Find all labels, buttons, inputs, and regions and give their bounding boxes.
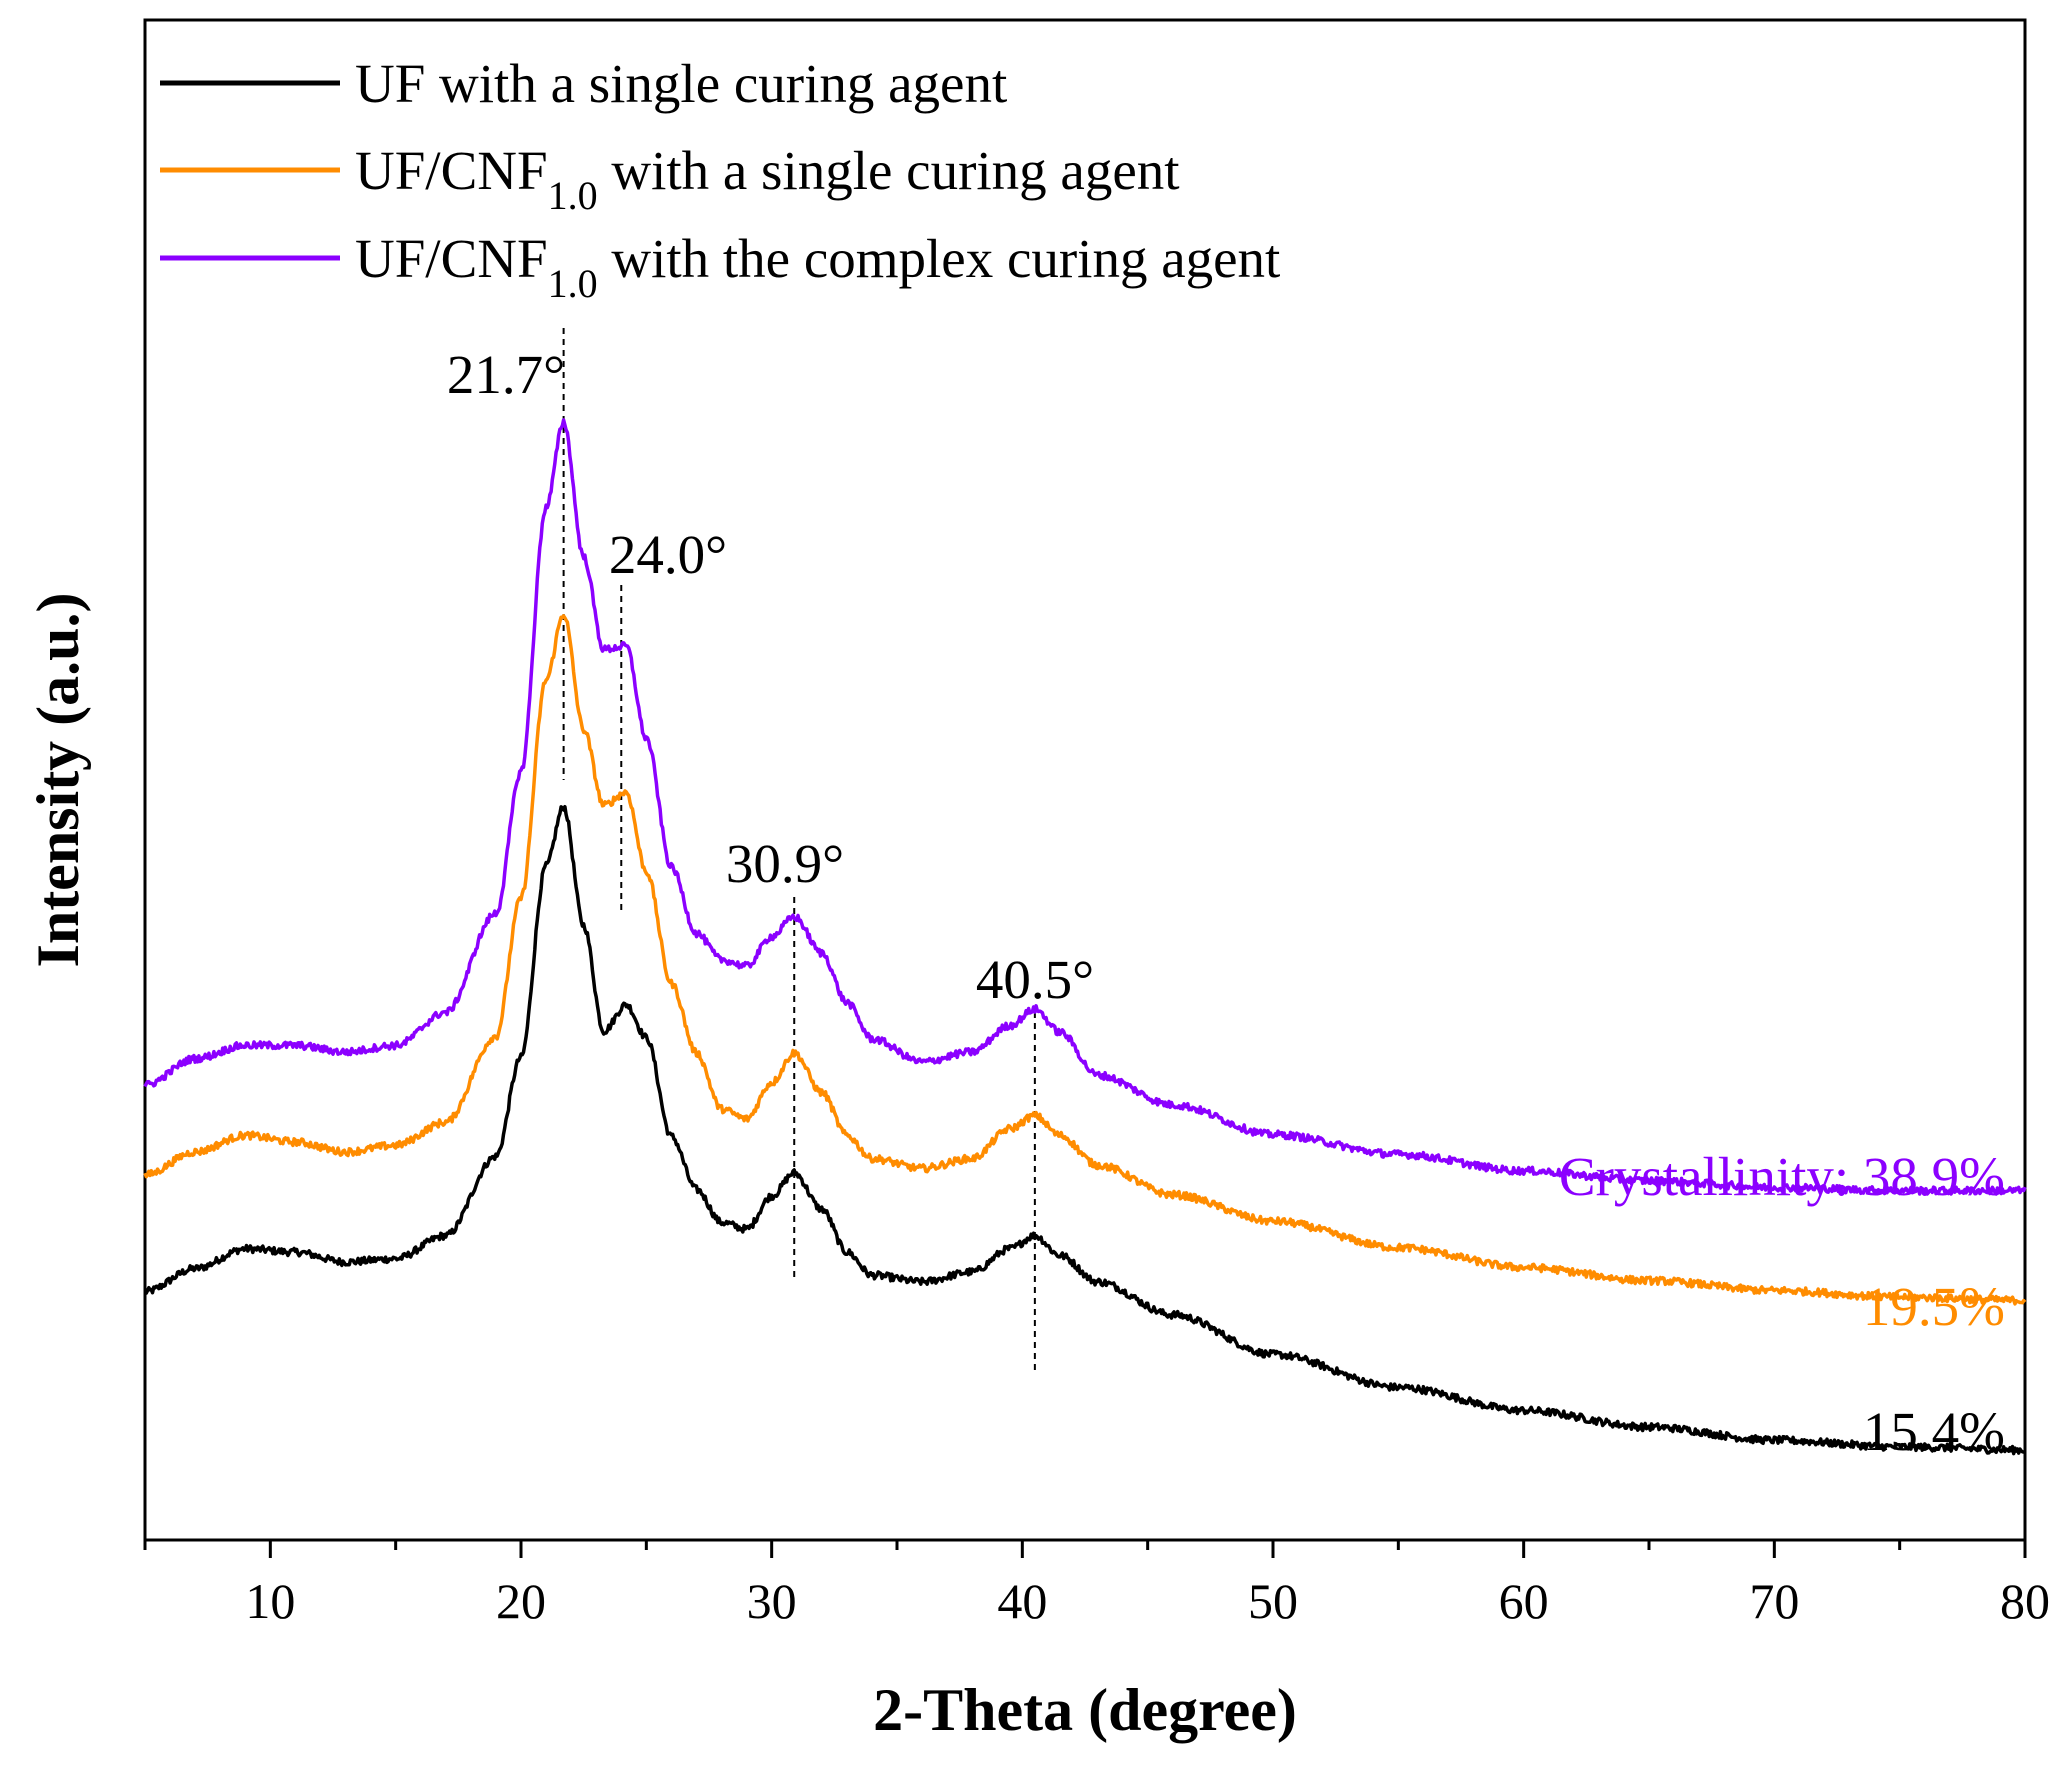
legend: UF with a single curing agent UF/CNF1.0 …: [160, 53, 1280, 306]
legend-label-uf-cnf-single-rest: with a single curing agent: [598, 140, 1180, 201]
legend-label-uf-cnf-single: UF/CNF1.0 with a single curing agent: [355, 140, 1180, 218]
peak-label: 40.5°: [976, 949, 1094, 1010]
peak-labels: 21.7° 24.0° 30.9° 40.5°: [447, 344, 1094, 1010]
series-uf-cnf-single: [143, 614, 2027, 1306]
legend-label-uf-cnf-complex: UF/CNF1.0 with the complex curing agent: [355, 228, 1280, 306]
crystallinity-labels: 15.4% 19.5% Crystallinity: 38.9%: [1559, 1146, 2005, 1462]
crystallinity-label: 15.4%: [1863, 1401, 2005, 1462]
x-tick-label: 20: [496, 1573, 546, 1629]
series-uf-single: [143, 804, 2026, 1456]
x-tick-label: 60: [1499, 1573, 1549, 1629]
x-tick-label: 10: [245, 1573, 295, 1629]
legend-label-uf-cnf-complex-main: UF/CNF: [355, 228, 548, 289]
legend-label-uf-cnf-complex-sub: 1.0: [548, 261, 598, 306]
peak-label: 30.9°: [726, 833, 844, 894]
plot-frame: [143, 18, 2027, 1542]
x-axis-title: 2-Theta (degree): [873, 1677, 1297, 1743]
crystallinity-label: 19.5%: [1863, 1276, 2005, 1337]
crystallinity-label: Crystallinity: 38.9%: [1559, 1146, 2005, 1207]
peak-label: 24.0°: [609, 524, 727, 585]
legend-label-uf-cnf-complex-rest: with the complex curing agent: [598, 228, 1281, 289]
x-tick-label: 70: [1749, 1573, 1799, 1629]
x-axis-ticks: 10 20 30 40 50 60 70 80: [143, 1540, 2050, 1629]
series-uf-cnf-complex: [143, 418, 2027, 1196]
x-tick-label: 40: [997, 1573, 1047, 1629]
legend-label-uf-cnf-single-main: UF/CNF: [355, 140, 548, 201]
legend-label-uf-cnf-single-sub: 1.0: [548, 173, 598, 218]
y-axis-title: Intensity (a.u.): [25, 592, 91, 967]
x-tick-label: 30: [747, 1573, 797, 1629]
peak-label: 21.7°: [447, 344, 565, 405]
peak-guide-lines: [562, 328, 1036, 1370]
x-tick-label: 80: [2000, 1573, 2050, 1629]
x-tick-label: 50: [1248, 1573, 1298, 1629]
legend-label-uf: UF with a single curing agent: [355, 53, 1007, 114]
series-lines: [143, 418, 2027, 1456]
